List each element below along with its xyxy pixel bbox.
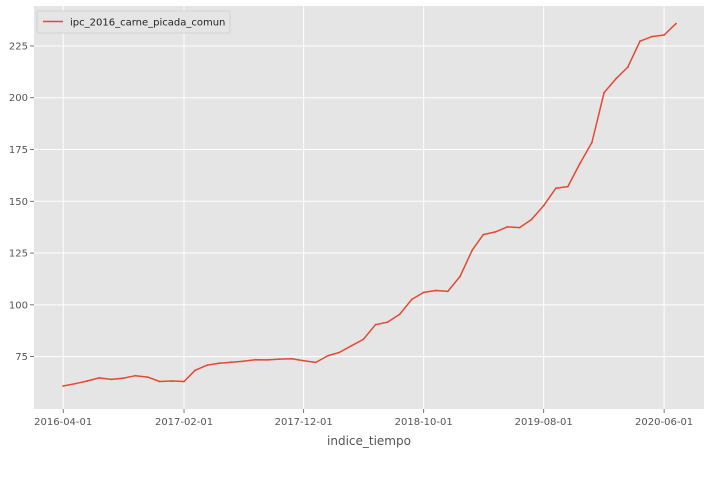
data-point [626,66,629,68]
data-point [194,369,197,372]
data-point [315,361,317,364]
legend-label: ipc_2016_carne_picada_comun [70,18,225,29]
y-tick-label: 225 [9,41,28,52]
legend: ipc_2016_carne_picada_comun [36,10,231,34]
data-point [518,226,521,229]
x-gridlines [62,6,665,409]
data-point [555,187,557,190]
y-tick-label: 75 [15,352,28,363]
data-point [218,362,221,365]
data-point [459,275,461,278]
data-point [471,249,474,252]
data-point [639,40,641,43]
data-point [494,231,497,233]
x-axis-ticks: 2016-04-01 2017-02-01 2017-12-01 2018-10-01… [34,409,693,428]
y-tick-label: 200 [9,93,28,104]
data-point [146,376,149,378]
data-point [530,218,533,221]
data-point [278,358,281,360]
data-point [675,22,677,25]
series-line [63,23,677,387]
x-axis-label: indice_tiempo [327,434,411,448]
data-point [362,338,365,341]
data-point [446,290,449,293]
data-point [134,374,137,377]
data-point [579,162,581,165]
y-gridlines [34,45,704,358]
x-tick-label: 2017-02-01 [155,417,213,428]
x-tick-label: 2019-08-01 [515,417,573,428]
data-point [327,354,329,357]
data-point [386,321,389,324]
data-point [266,359,269,361]
data-point [290,357,293,360]
data-point [506,225,509,228]
y-tick-label: 125 [9,249,28,260]
data-point [603,91,605,94]
x-tick-label: 2016-04-01 [34,417,92,428]
data-point [542,204,545,207]
data-point [74,382,76,385]
data-point [338,351,341,354]
data-point [230,361,233,364]
data-point [435,289,437,292]
x-tick-label: 2018-10-01 [395,417,453,428]
data-point [86,380,89,382]
data-point [158,380,161,383]
x-tick-label: 2020-06-01 [635,417,693,428]
y-axis-ticks: 75 100 125 150 175 200 225 [9,41,34,363]
data-point [591,141,593,144]
data-point [663,34,665,36]
data-point [62,385,65,387]
data-point [206,364,209,366]
y-tick-label: 100 [9,300,28,311]
data-point [410,298,413,301]
plot-background [34,6,704,409]
series-layer [62,22,677,387]
data-point [242,360,245,363]
data-point [566,185,569,188]
y-tick-label: 150 [9,197,28,208]
data-point [374,323,377,326]
data-point [651,35,653,38]
legend-box [36,10,231,34]
data-point [254,358,257,361]
data-point [170,380,173,382]
data-point [110,378,113,381]
x-tick-label: 2017-12-01 [275,417,333,428]
data-point [183,380,185,383]
data-point [422,291,425,294]
data-point [98,377,100,379]
y-tick-label: 175 [9,145,28,156]
data-point [302,359,305,362]
data-point [122,377,125,379]
data-point [350,344,353,347]
data-point [398,313,401,316]
data-point [482,233,485,236]
data-point [615,77,618,80]
